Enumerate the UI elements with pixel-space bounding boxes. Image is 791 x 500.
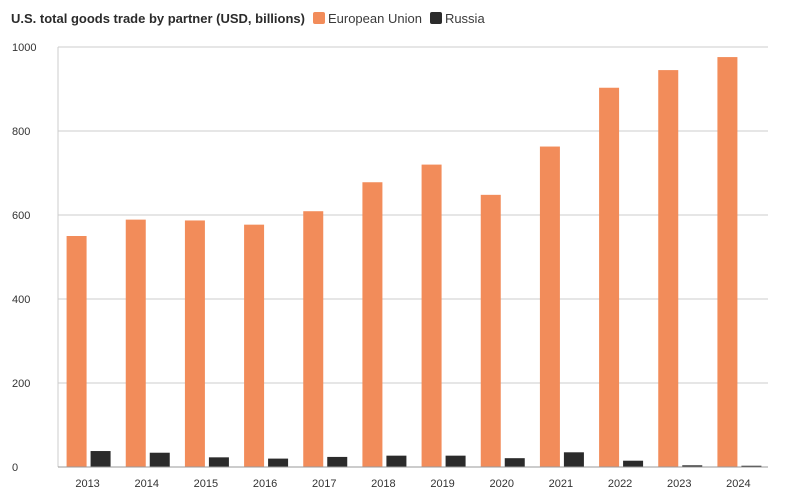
bar-european-union (362, 182, 383, 468)
bar-european-union (66, 236, 87, 467)
bar-russia (445, 455, 466, 467)
bar-european-union (303, 211, 324, 467)
bar-russia (208, 457, 229, 467)
x-tick-label: 2020 (490, 478, 514, 490)
y-tick-label: 800 (12, 126, 30, 138)
x-tick-label: 2017 (312, 478, 336, 490)
x-tick-label: 2015 (194, 478, 218, 490)
legend-swatch-russia (429, 12, 442, 24)
y-tick-label: 400 (12, 294, 30, 306)
bar-russia (386, 455, 407, 467)
bar-russia (268, 458, 289, 467)
chart-header: U.S. total goods trade by partner (USD, … (11, 9, 493, 27)
bar-european-union (539, 146, 560, 468)
legend-item-european-union[interactable]: European Union (312, 10, 422, 26)
bar-russia (563, 452, 584, 467)
bar-russia (327, 456, 348, 467)
y-tick-label: 600 (12, 210, 30, 222)
y-tick-label: 1000 (12, 42, 36, 54)
bar-european-union (599, 87, 620, 468)
legend-swatch-european-union (312, 12, 325, 24)
bar-european-union (184, 220, 205, 467)
x-tick-label: 2019 (430, 478, 454, 490)
legend-label-european-union: European Union (327, 10, 422, 26)
bar-russia (90, 451, 111, 467)
chart-title: U.S. total goods trade by partner (USD, … (11, 10, 305, 26)
bar-european-union (480, 194, 501, 467)
bar-russia (741, 465, 762, 467)
bar-european-union (125, 219, 146, 467)
x-tick-label: 2013 (75, 478, 99, 490)
bar-european-union (421, 164, 442, 467)
bar-russia (623, 460, 644, 467)
x-tick-label: 2021 (549, 478, 573, 490)
bar-european-union (244, 224, 265, 467)
x-tick-label: 2024 (726, 478, 750, 490)
x-tick-label: 2016 (253, 478, 277, 490)
bar-russia (149, 452, 170, 467)
y-tick-label: 200 (12, 378, 30, 390)
bar-russia (682, 465, 703, 467)
x-tick-label: 2014 (135, 478, 159, 490)
x-tick-label: 2022 (608, 478, 632, 490)
x-tick-label: 2023 (667, 478, 691, 490)
legend-label-russia: Russia (444, 10, 485, 26)
legend-item-russia[interactable]: Russia (429, 10, 485, 26)
bar-russia (504, 458, 525, 467)
bar-european-union (658, 70, 679, 467)
y-tick-label: 0 (12, 462, 18, 474)
bar-european-union (717, 57, 738, 468)
x-tick-label: 2018 (371, 478, 395, 490)
